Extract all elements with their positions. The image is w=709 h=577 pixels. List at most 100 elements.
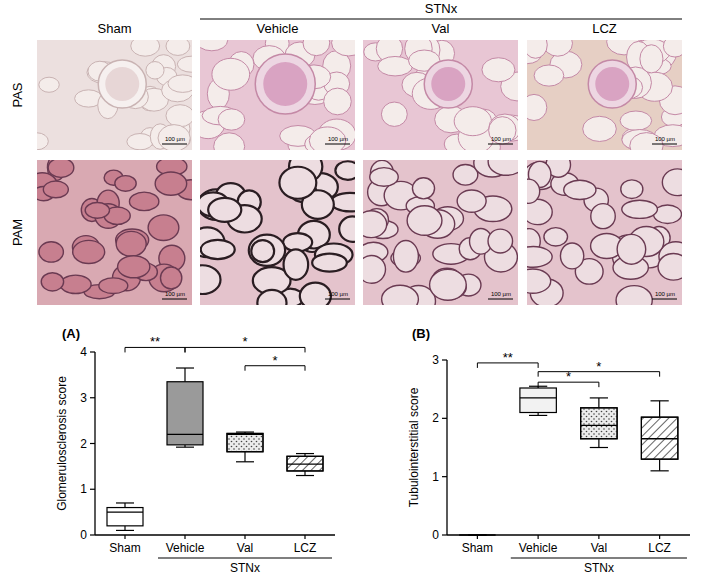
y-tick-label: 2 [80, 437, 87, 451]
tubule [218, 109, 245, 130]
whisker-low [304, 471, 305, 476]
y-tick-label: 1 [432, 470, 439, 484]
median [520, 397, 556, 398]
chart: (B)Tubulointerstitial score0123ShamVehic… [407, 326, 690, 575]
x-tick [538, 535, 539, 539]
y-tick [90, 534, 95, 535]
whisker-high [598, 398, 599, 408]
tubule [131, 40, 160, 56]
box [107, 508, 143, 526]
box [167, 382, 203, 445]
scale-bar [162, 299, 187, 300]
tubule [279, 167, 316, 199]
whisker-low [659, 459, 660, 471]
whisker-cap-low [176, 447, 194, 448]
tubule [363, 211, 387, 238]
whisker-cap-low [116, 530, 134, 531]
tubule [39, 242, 63, 262]
tubule [527, 40, 547, 58]
y-tick [442, 534, 447, 535]
group-label: STNx [584, 561, 614, 575]
tubule [300, 283, 331, 305]
tubule [662, 169, 682, 196]
box-pattern [227, 433, 263, 451]
tubule [620, 111, 652, 130]
tubule [583, 116, 617, 141]
whisker-high [659, 401, 660, 417]
tubule [393, 241, 418, 273]
tubule [339, 216, 355, 241]
tubule [488, 160, 518, 175]
whisker-high [184, 368, 185, 382]
tubule [166, 40, 190, 55]
tubule [249, 235, 285, 266]
tubule [41, 273, 63, 291]
tubule [454, 107, 491, 136]
median [227, 434, 263, 435]
tubule [381, 102, 407, 126]
tubule [324, 88, 352, 115]
tubule [527, 94, 547, 120]
glomerular-tuft [263, 62, 307, 106]
tubule [332, 40, 355, 56]
micrograph [363, 160, 518, 305]
glomerulus [424, 60, 472, 108]
glomerular-tuft [595, 67, 629, 101]
box-pattern [287, 456, 323, 471]
tubule [560, 243, 583, 269]
x-tick [124, 535, 125, 539]
y-tick-label: 4 [80, 345, 87, 359]
group-line [158, 557, 332, 558]
scale-bar-label: 100 µm [165, 136, 185, 142]
glomerulus [588, 60, 636, 108]
tubule [378, 56, 413, 75]
whisker-low [124, 526, 125, 531]
y-tick [442, 359, 447, 360]
whisker-cap-high [590, 397, 608, 398]
tubule [527, 179, 540, 203]
whisker-cap-high [651, 400, 669, 401]
significance-label: * [272, 353, 277, 368]
box [287, 456, 323, 471]
tubule [412, 178, 434, 199]
median [287, 463, 323, 464]
tubule [73, 240, 105, 263]
box [581, 408, 617, 439]
tubule [382, 285, 419, 305]
tubule [488, 229, 513, 253]
x-tick-label: Vehicle [166, 541, 205, 555]
tubule [155, 172, 187, 195]
y-tick-label: 1 [80, 482, 87, 496]
scale-bar [652, 299, 677, 300]
tubule [251, 240, 274, 262]
micrograph [527, 160, 682, 305]
tissue-background [363, 160, 518, 305]
column-label: Sham [98, 21, 132, 36]
tubule [116, 231, 146, 256]
x-tick-label: Sham [462, 541, 493, 555]
tubule [591, 204, 615, 229]
scale-bar-label: 100 µm [491, 136, 511, 142]
micrograph [37, 160, 192, 305]
box-pattern [581, 408, 617, 439]
scale-bar [325, 144, 350, 145]
micrograph [363, 40, 518, 150]
tubule [208, 198, 241, 222]
tubule [37, 133, 48, 150]
tubule [284, 249, 309, 279]
tubule [363, 255, 385, 283]
y-axis-label: Tubulointerstitial score [407, 387, 421, 507]
tubule [118, 256, 150, 278]
x-axis [95, 534, 335, 535]
tubule [616, 286, 652, 305]
column-label: Vehicle [257, 21, 299, 36]
y-tick-label: 0 [432, 528, 439, 542]
whisker-cap-high [236, 431, 254, 432]
tubule [658, 253, 682, 280]
micrograph [200, 40, 355, 150]
panel-title: (B) [412, 326, 430, 341]
x-axis [447, 534, 690, 535]
tubule [482, 58, 515, 82]
tubule [168, 75, 192, 93]
box [520, 388, 556, 413]
